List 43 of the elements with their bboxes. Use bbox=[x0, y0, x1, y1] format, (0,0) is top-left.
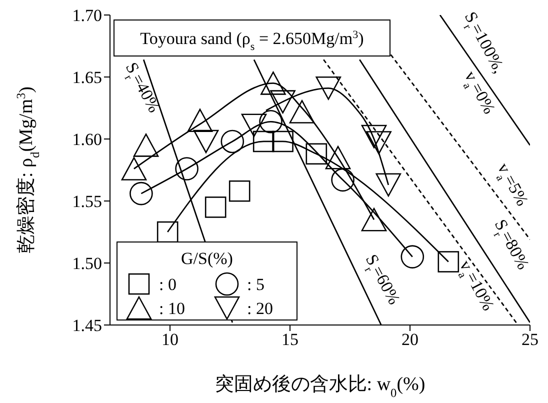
x-tick-label: 20 bbox=[402, 330, 418, 350]
legend-label: : 10 bbox=[159, 299, 185, 318]
point bbox=[193, 130, 219, 154]
point bbox=[121, 157, 147, 180]
point bbox=[204, 196, 226, 218]
point bbox=[175, 157, 198, 180]
x-axis-title: 突固め後の含水比: w$_{0}$(%) bbox=[214, 373, 426, 400]
y-tick-label: 1.55 bbox=[72, 192, 102, 212]
point bbox=[270, 90, 296, 114]
y-tick-label: 1.45 bbox=[72, 316, 102, 336]
point bbox=[260, 72, 286, 95]
point bbox=[316, 76, 342, 100]
point bbox=[272, 130, 294, 152]
x-tick-label: 15 bbox=[282, 330, 298, 350]
legend-label: : 0 bbox=[159, 275, 176, 294]
point bbox=[361, 208, 387, 232]
point bbox=[366, 131, 392, 154]
y-tick-label: 1.50 bbox=[72, 254, 102, 274]
y-tick-label: 1.65 bbox=[72, 68, 102, 88]
y-tick-label: 1.70 bbox=[72, 6, 102, 26]
point bbox=[438, 251, 460, 272]
point bbox=[306, 143, 328, 165]
point bbox=[259, 110, 282, 134]
point bbox=[252, 130, 274, 152]
point bbox=[187, 108, 213, 132]
x-tick-label: 10 bbox=[162, 330, 178, 350]
y-tick-label: 1.60 bbox=[72, 130, 102, 150]
point bbox=[220, 130, 244, 154]
point bbox=[289, 100, 315, 124]
legend-title: G/S(%) bbox=[181, 249, 233, 268]
annotation: Toyoura sand (ρ$_{s}$ = 2.650Mg/m$^{3}$) bbox=[140, 29, 364, 53]
legend-label: : 20 bbox=[247, 299, 273, 318]
point bbox=[228, 180, 250, 202]
point bbox=[361, 124, 387, 148]
point bbox=[133, 134, 159, 157]
point bbox=[331, 168, 354, 192]
point bbox=[130, 182, 153, 206]
legend-label: : 5 bbox=[247, 275, 264, 294]
point bbox=[325, 146, 351, 170]
point bbox=[241, 114, 267, 138]
x-tick-label: 25 bbox=[522, 330, 538, 350]
point bbox=[376, 173, 402, 197]
point bbox=[400, 245, 424, 268]
